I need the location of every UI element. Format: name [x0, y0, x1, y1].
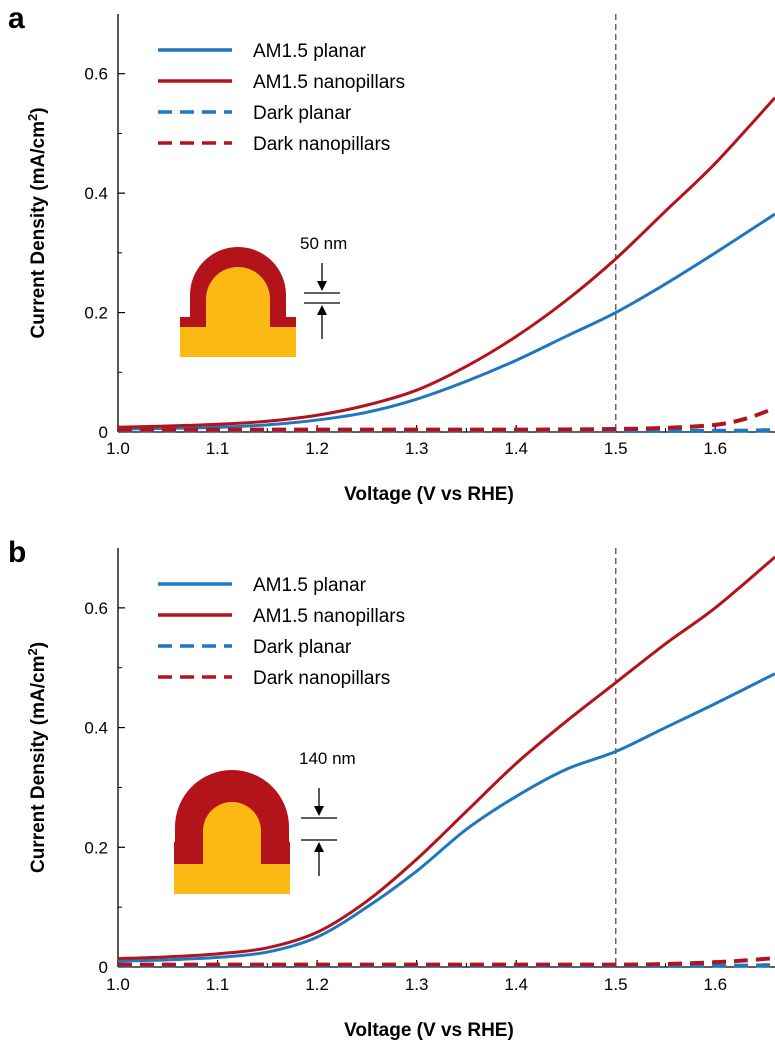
- panel-label: b: [8, 536, 26, 569]
- substrate-base: [180, 327, 296, 357]
- legend-label: AM1.5 nanopillars: [253, 72, 405, 93]
- series-line-am1-5-planar: [117, 672, 775, 963]
- x-tick-label: 1.3: [405, 975, 429, 994]
- chart-panel-b: b 1.0 1.1 1.2 1.3 1.4 1.5 1.6 0 0.2 0.4 0.6 Voltage …: [8, 536, 775, 1041]
- x-tick-label: 1.4: [504, 439, 528, 458]
- y-axis-title: Current Density (mA/cm2): [25, 107, 50, 338]
- nanopillar-inset: 140 nm: [174, 749, 356, 894]
- x-tick-label: 1.2: [305, 439, 329, 458]
- x-tick-label: 1.5: [604, 439, 628, 458]
- series-line-dark-nanopillars: [118, 956, 775, 967]
- legend-label: Dark planar: [253, 103, 352, 124]
- legend-label: Dark nanopillars: [253, 134, 390, 155]
- y-tick-label: 0.2: [84, 838, 108, 857]
- chart-panel-a: a 1.0 1.1 1.2 1.3 1.4 1.5 1.6 0 0.2 0.4 0.6 Voltage …: [8, 2, 775, 505]
- arrow-down-icon: [314, 806, 324, 816]
- y-tick-label: 0: [99, 958, 108, 977]
- x-tick-label: 1.1: [206, 975, 230, 994]
- pillar-core: [203, 802, 261, 864]
- x-tick-label: 1.6: [703, 439, 727, 458]
- legend-label: AM1.5 planar: [253, 41, 367, 62]
- arrow-up-icon: [317, 305, 327, 315]
- series-line-am1-5-nanopillars: [117, 96, 775, 429]
- substrate-base: [174, 864, 290, 894]
- series-line-am1-5-nanopillars: [117, 555, 775, 961]
- x-tick-label: 1.0: [106, 439, 130, 458]
- x-axis-title: Voltage (V vs RHE): [344, 484, 514, 505]
- legend-label: Dark planar: [253, 637, 352, 658]
- x-tick-label: 1.0: [106, 975, 130, 994]
- y-tick-label: 0.2: [84, 304, 108, 323]
- pillar-core: [206, 267, 270, 327]
- x-tick-label: 1.6: [703, 975, 727, 994]
- thickness-label: 140 nm: [299, 749, 356, 768]
- y-tick-label: 0.4: [84, 184, 108, 203]
- arrow-down-icon: [317, 281, 327, 291]
- y-axis-title: Current Density (mA/cm2): [25, 642, 50, 873]
- legend-label: Dark nanopillars: [253, 668, 390, 689]
- thickness-label: 50 nm: [300, 234, 347, 253]
- x-tick-label: 1.1: [206, 439, 230, 458]
- y-tick-label: 0.6: [84, 599, 108, 618]
- x-tick-label: 1.5: [604, 975, 628, 994]
- y-tick-label: 0.6: [84, 65, 108, 84]
- nanopillar-inset: 50 nm: [180, 234, 347, 357]
- arrow-up-icon: [314, 842, 324, 852]
- x-tick-label: 1.3: [405, 439, 429, 458]
- y-tick-label: 0.4: [84, 719, 108, 738]
- series-line-am1-5-planar: [117, 212, 775, 431]
- panel-label: a: [8, 2, 25, 35]
- legend-label: AM1.5 nanopillars: [253, 606, 405, 627]
- x-tick-label: 1.2: [305, 975, 329, 994]
- series-line-dark-nanopillars: [118, 406, 775, 432]
- x-tick-label: 1.4: [504, 975, 528, 994]
- y-tick-label: 0: [99, 423, 108, 442]
- legend-label: AM1.5 planar: [253, 575, 367, 596]
- x-axis-title: Voltage (V vs RHE): [344, 1020, 514, 1041]
